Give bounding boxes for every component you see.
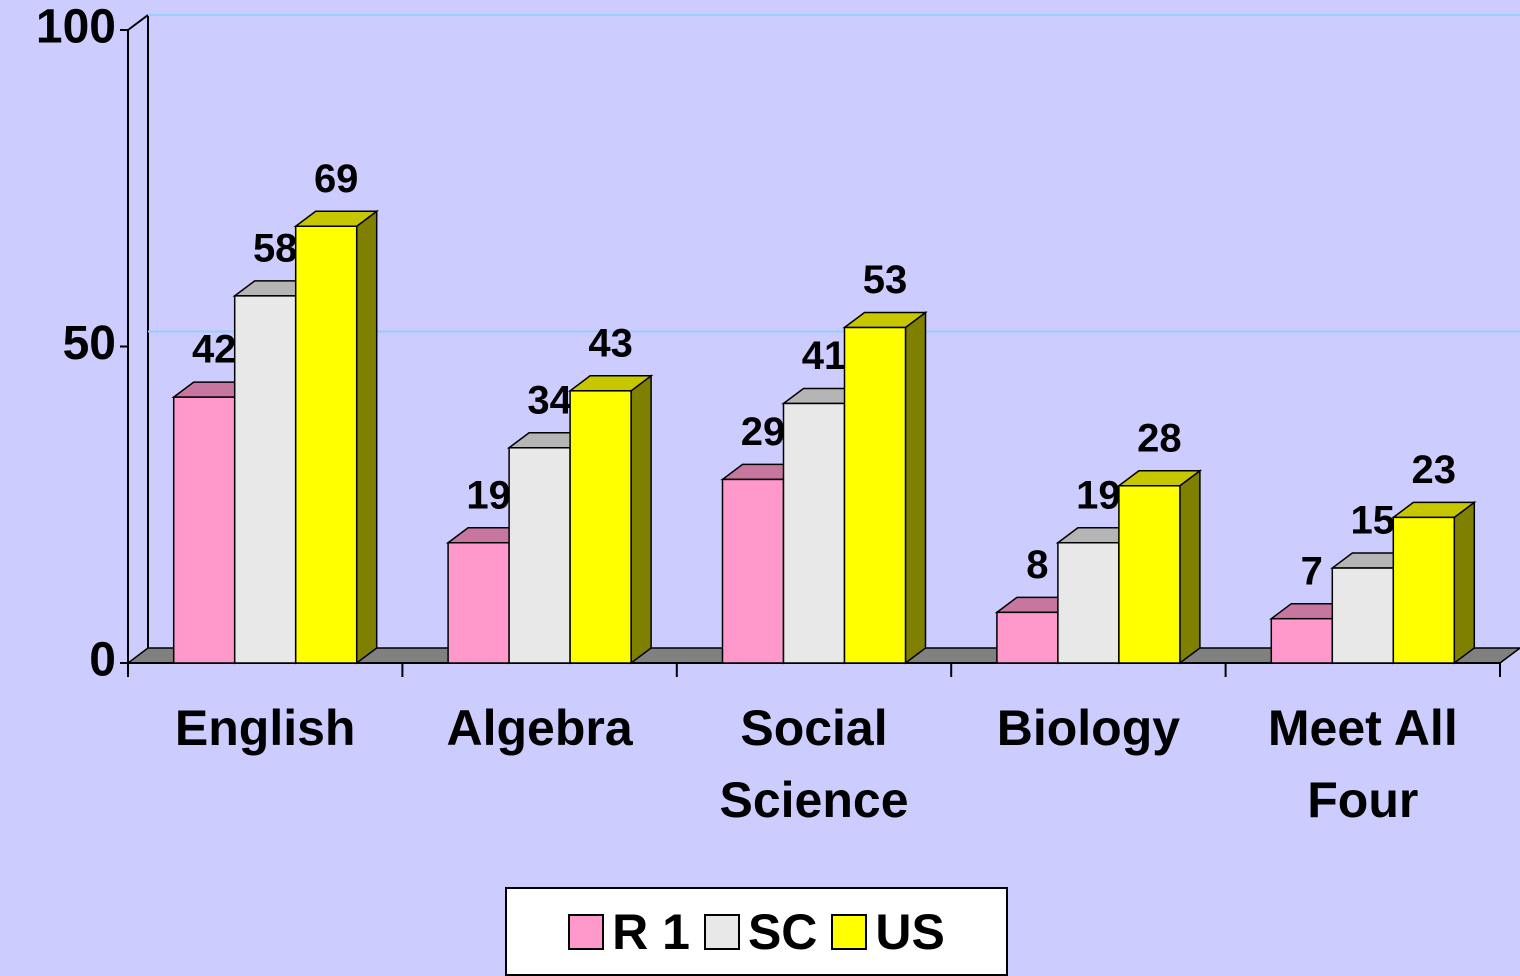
bar-side [357, 211, 377, 663]
legend-label: US [875, 903, 944, 961]
value-label: 19 [466, 473, 511, 517]
bar-side [631, 376, 651, 663]
value-label: 34 [527, 378, 572, 422]
value-label: 58 [253, 226, 298, 270]
bar-front [1119, 486, 1180, 663]
value-label: 8 [1026, 543, 1048, 587]
bar-front [784, 403, 845, 663]
legend-swatch [831, 914, 867, 950]
value-label: 43 [588, 321, 633, 365]
bar-front [997, 612, 1058, 663]
legend-entry: R 1 [568, 903, 690, 961]
bar-front [1271, 619, 1332, 663]
bar-side [1180, 471, 1200, 663]
value-label: 28 [1137, 416, 1182, 460]
bar [296, 211, 377, 663]
bar [570, 376, 651, 663]
bar-front [845, 328, 906, 663]
x-tick-label: Algebra [405, 692, 675, 764]
legend-entry: US [831, 903, 944, 961]
bar-front [174, 397, 235, 663]
x-tick-label: Biology [953, 692, 1223, 764]
legend-swatch [568, 914, 604, 950]
page: 0 50 100 42 58 69 19 34 43 29 41 53 8 19 28 7 15 23 Engli… [0, 0, 1520, 976]
y-tick-label: 100 [36, 1, 116, 54]
legend: R 1 SC US [505, 887, 1008, 976]
value-label: 69 [314, 157, 359, 201]
bar-side [1454, 502, 1474, 663]
value-label: 53 [863, 258, 908, 302]
bar-front [1058, 543, 1119, 663]
value-label: 42 [192, 328, 237, 372]
legend-swatch [704, 914, 740, 950]
bar-side [906, 313, 926, 663]
value-label: 15 [1351, 499, 1396, 543]
bar-front [1393, 517, 1454, 663]
bar-front [570, 391, 631, 663]
bar-front [296, 226, 357, 663]
x-tick-label: English [130, 692, 400, 764]
bar-front [723, 479, 784, 663]
wall-edge [128, 15, 148, 30]
value-label: 19 [1076, 473, 1121, 517]
bar-front [448, 543, 509, 663]
y-tick-label: 50 [63, 317, 116, 370]
value-label: 29 [741, 410, 786, 454]
value-label: 41 [802, 334, 847, 378]
value-label: 7 [1301, 549, 1323, 593]
legend-label: R 1 [612, 903, 690, 961]
y-tick-label: 0 [89, 634, 116, 687]
value-label: 23 [1412, 448, 1457, 492]
bar [1393, 502, 1474, 663]
bar [845, 313, 926, 663]
bar-front [235, 296, 296, 663]
legend-entry: SC [704, 903, 817, 961]
x-tick-label: Social Science [679, 692, 949, 836]
bar-front [1332, 568, 1393, 663]
legend-label: SC [748, 903, 817, 961]
x-tick-label: Meet All Four [1228, 692, 1498, 836]
bar [1119, 471, 1200, 663]
bar-front [509, 448, 570, 663]
